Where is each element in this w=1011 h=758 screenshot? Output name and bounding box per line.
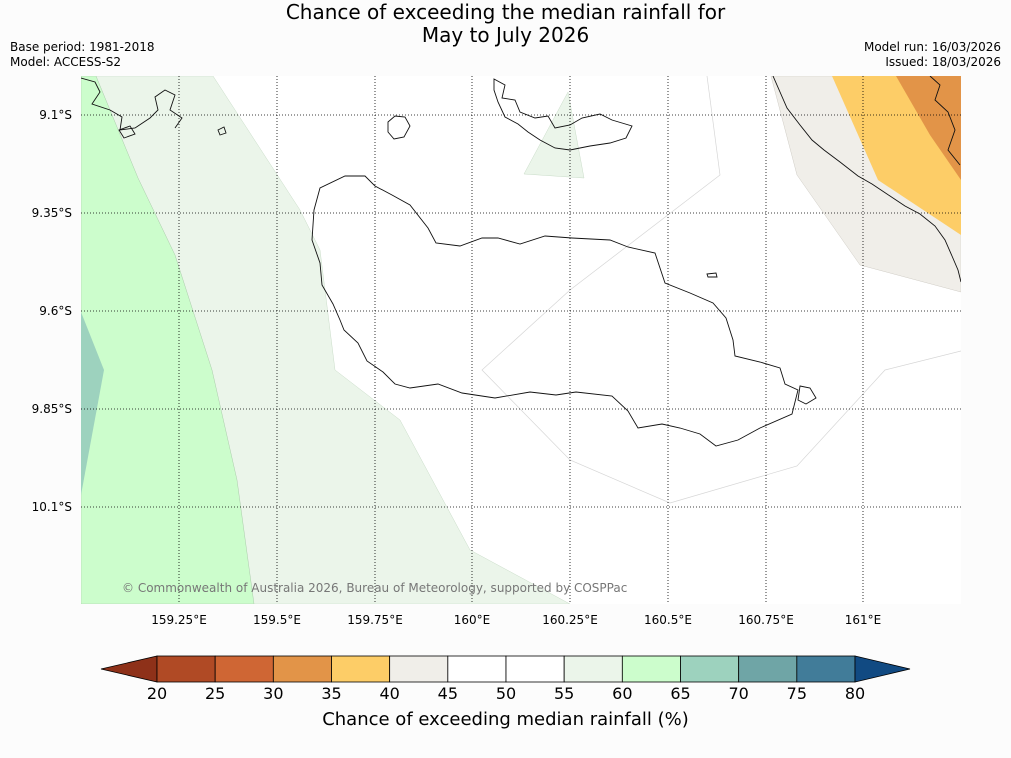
- colorbar-segment: [563, 655, 623, 683]
- lat-label: 9.35°S: [31, 206, 72, 220]
- gridlines: [81, 76, 961, 604]
- probability-regions: [81, 76, 961, 604]
- colorbar-segment: [389, 655, 449, 683]
- lon-label: 161°E: [844, 613, 882, 627]
- colorbar-tick-label: 40: [379, 684, 400, 703]
- islet-north-2: [217, 126, 227, 136]
- florida-islands-coastline: [493, 78, 633, 151]
- malaita-coastline: [772, 76, 961, 283]
- colorbar-tick-label: 80: [844, 684, 866, 703]
- isabel-coastline-north: [81, 77, 183, 131]
- lon-label: 160.75°E: [738, 613, 794, 627]
- meta-left: Base period: 1981-2018 Model: ACCESS-S2: [10, 40, 155, 70]
- colorbar-segment: [505, 655, 565, 683]
- colorbar-tick-label: 65: [670, 684, 691, 703]
- lat-label: 9.1°S: [39, 108, 72, 122]
- colorbar-tick-label: 45: [437, 684, 458, 703]
- lat-label: 9.85°S: [31, 402, 72, 416]
- colorbar-tick-label: 70: [728, 684, 749, 703]
- copyright-notice: © Commonwealth of Australia 2026, Bureau…: [122, 581, 628, 595]
- colorbar-segment: [796, 655, 856, 683]
- small-island: [387, 115, 411, 140]
- model-run: Model run: 16/03/2026: [863, 40, 1001, 54]
- malaita-inner: [929, 76, 961, 166]
- lon-label: 160°E: [453, 613, 491, 627]
- colorbar-segment: [214, 655, 274, 683]
- colorbar-tick-label: 75: [786, 684, 807, 703]
- colorbar-segment: [331, 655, 391, 683]
- colorbar-tick-label: 25: [204, 684, 226, 703]
- colorbar-tick-label: 30: [263, 684, 284, 703]
- base-period: Base period: 1981-2018: [10, 40, 155, 54]
- lat-label: 10.1°S: [31, 500, 72, 514]
- colorbar-tick-label: 35: [321, 684, 342, 703]
- colorbar-segment: [621, 655, 681, 683]
- colorbar-arrow-low: [100, 655, 158, 683]
- lon-label: 160.5°E: [644, 613, 692, 627]
- lon-label: 159.5°E: [253, 613, 301, 627]
- guadalcanal-coastline: [311, 175, 799, 447]
- islet-north-1: [118, 125, 136, 139]
- coastlines: [81, 76, 961, 447]
- issued-date: Issued: 18/03/2026: [885, 55, 1001, 69]
- region-30-35-east: [896, 76, 961, 180]
- chart-title-line2: May to July 2026: [421, 23, 590, 47]
- model-name: Model: ACCESS-S2: [10, 55, 122, 69]
- chart-title-line1: Chance of exceeding the median rainfall …: [285, 0, 726, 24]
- lon-label: 159.75°E: [347, 613, 403, 627]
- region-65-70-west: [81, 312, 104, 495]
- colorbar-title: Chance of exceeding median rainfall (%): [322, 709, 689, 730]
- meta-right: Model run: 16/03/2026 Issued: 18/03/2026: [864, 40, 1001, 70]
- colorbar-tick-label: 55: [553, 684, 575, 703]
- lat-label: 9.6°S: [39, 304, 72, 318]
- lon-label: 159.25°E: [151, 613, 207, 627]
- colorbar-tick-label: 50: [495, 684, 517, 703]
- colorbar-tick-label: 20: [146, 684, 168, 703]
- colorbar: [100, 655, 911, 683]
- lon-label: 160.25°E: [542, 613, 598, 627]
- colorbar-segment: [156, 655, 216, 683]
- colorbar-segment: [680, 655, 740, 683]
- colorbar-tick-label: 60: [612, 684, 633, 703]
- region-55-60-north: [523, 91, 585, 179]
- colorbar-arrow-high: [854, 655, 911, 683]
- colorbar-segment: [738, 655, 798, 683]
- islet-east: [706, 272, 718, 278]
- colorbar-segment: [272, 655, 332, 683]
- islet-southeast: [797, 385, 817, 405]
- colorbar-segment: [447, 655, 507, 683]
